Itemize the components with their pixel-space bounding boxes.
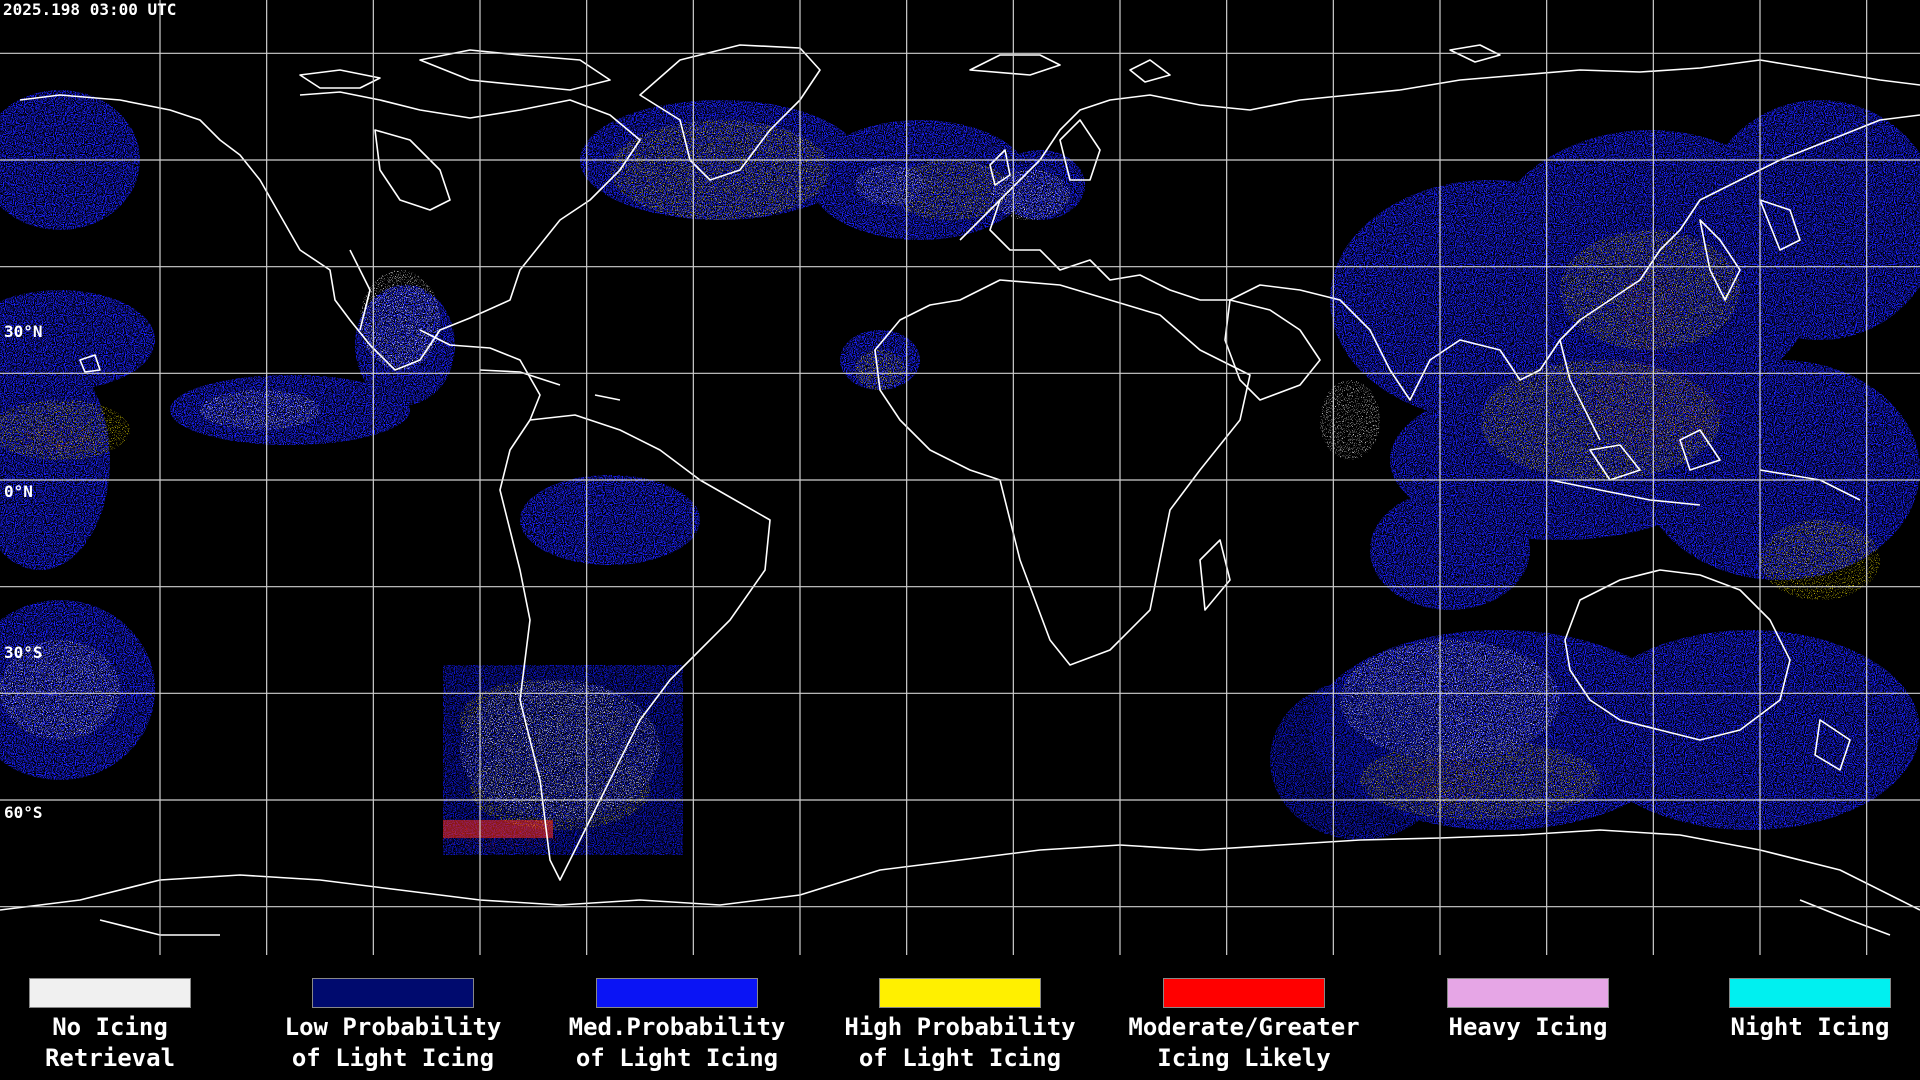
legend-label-line2: of Light Icing	[575, 1044, 779, 1072]
legend-label-line2: of Light Icing	[291, 1044, 495, 1072]
latitude-label-30n: 30°N	[4, 322, 43, 341]
legend-item-night-icing: Night Icing	[1668, 978, 1920, 1043]
legend-swatch-no-icing-retrieval	[29, 978, 191, 1008]
legend-label-line1: High Probability	[844, 1013, 1076, 1041]
legend-item-moderate-greater: Moderate/Greater Icing Likely	[1102, 978, 1386, 1074]
legend-label-line1: Moderate/Greater	[1128, 1013, 1360, 1041]
latitude-label-60s: 60°S	[4, 803, 43, 822]
graticule-grid	[0, 0, 1920, 955]
legend-label-line1: Low Probability	[284, 1013, 502, 1041]
legend-item-no-icing-retrieval: No Icing Retrieval	[0, 978, 252, 1074]
legend-item-high-probability: High Probability of Light Icing	[818, 978, 1102, 1074]
timestamp-label: 2025.198 03:00 UTC	[3, 0, 177, 19]
legend-swatch-moderate-greater	[1163, 978, 1325, 1008]
legend-swatch-heavy-icing	[1447, 978, 1609, 1008]
legend-label-line1: No Icing	[52, 1013, 168, 1041]
legend-label-line2: Icing Likely	[1157, 1044, 1331, 1072]
legend-swatch-night-icing	[1729, 978, 1891, 1008]
icing-data-layer	[0, 90, 1920, 855]
legend-item-med-probability: Med.Probability of Light Icing	[535, 978, 819, 1074]
legend-item-heavy-icing: Heavy Icing	[1386, 978, 1670, 1043]
latitude-label-30s: 30°S	[4, 643, 43, 662]
legend-label-line2: Retrieval	[44, 1044, 176, 1072]
legend-swatch-high-probability	[879, 978, 1041, 1008]
legend: No Icing Retrieval Low Probability of Li…	[0, 960, 1920, 1080]
legend-item-low-probability: Low Probability of Light Icing	[251, 978, 535, 1074]
legend-label-line1: Med.Probability	[568, 1013, 786, 1041]
legend-label-line2: of Light Icing	[858, 1044, 1062, 1072]
legend-swatch-low-probability	[312, 978, 474, 1008]
legend-swatch-med-probability	[596, 978, 758, 1008]
legend-label-line1: Heavy Icing	[1448, 1013, 1608, 1041]
legend-label-line1: Night Icing	[1730, 1013, 1890, 1041]
latitude-label-0n: 0°N	[4, 482, 33, 501]
